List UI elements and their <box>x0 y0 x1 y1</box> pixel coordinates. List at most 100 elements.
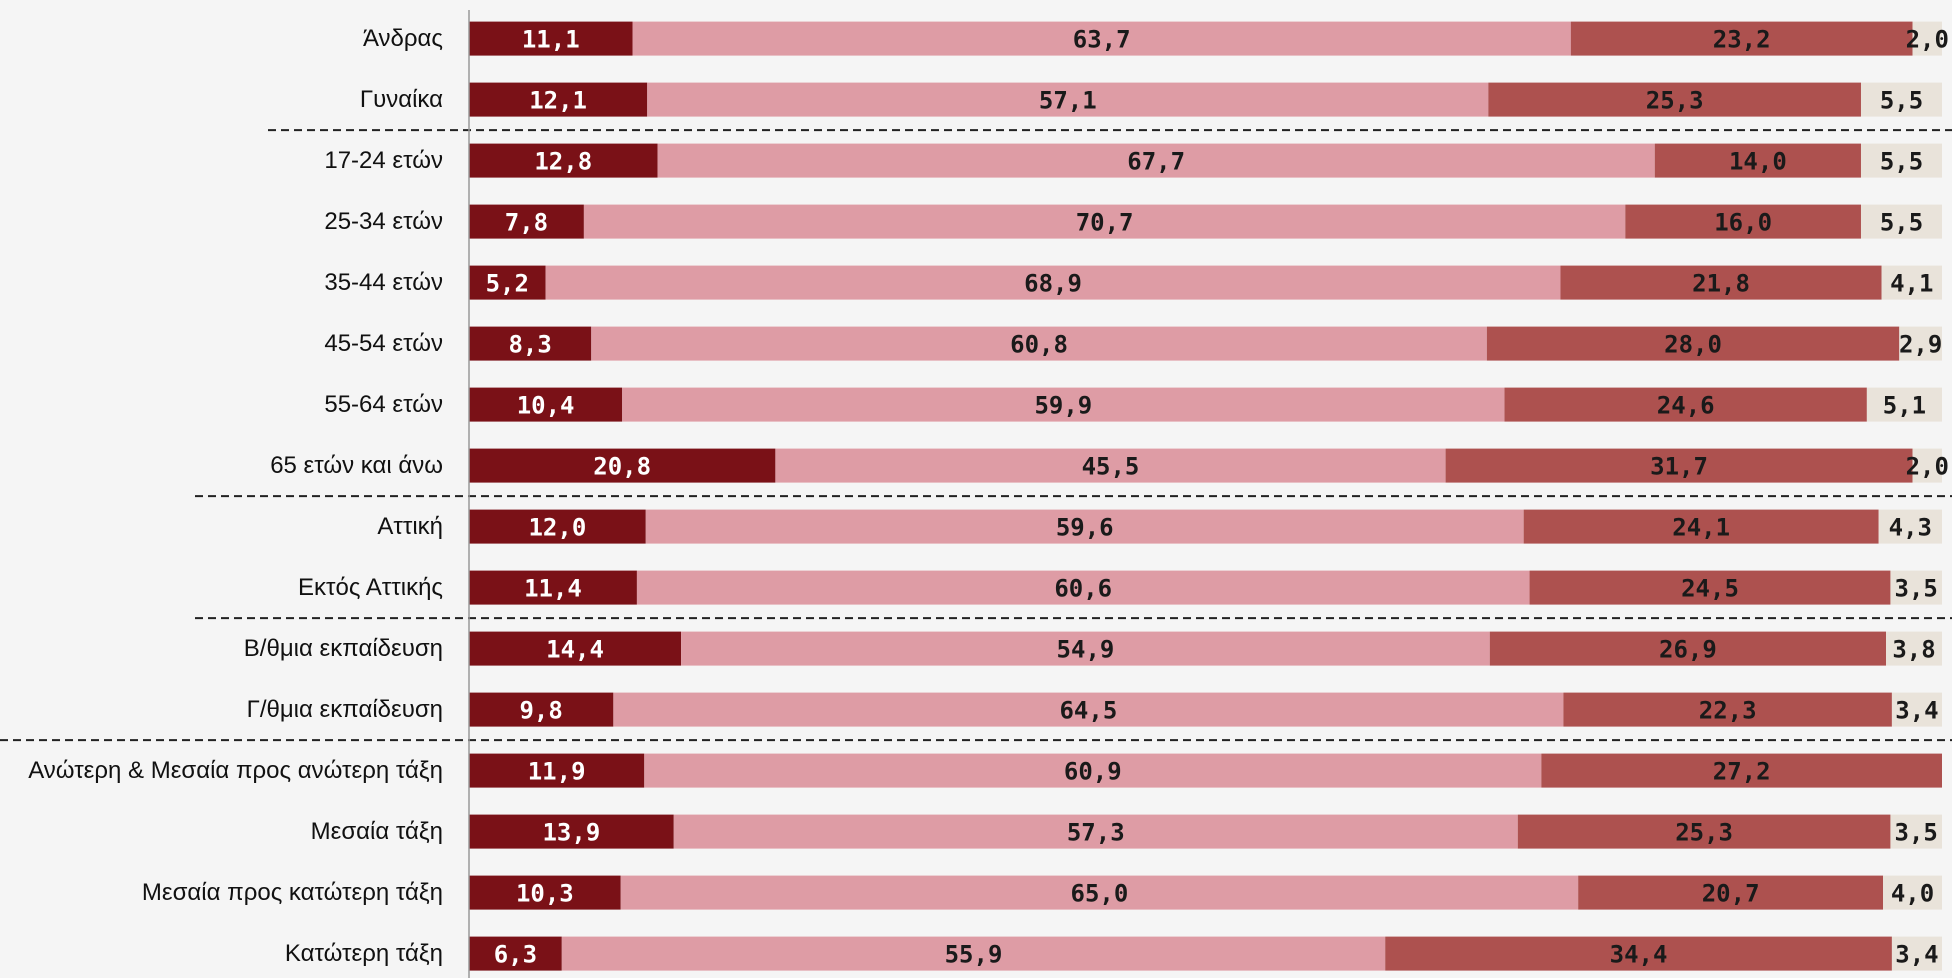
value-label: 27,2 <box>1713 758 1771 786</box>
bar-segment <box>469 631 682 666</box>
value-label: 22,3 <box>1699 697 1757 725</box>
bar-segment <box>1860 204 1942 239</box>
bar-segment <box>469 570 637 605</box>
bar-segment <box>645 509 1524 544</box>
category-label: Κατώτερη τάξη <box>285 940 443 967</box>
value-label: 54,9 <box>1057 636 1115 664</box>
bar-segment <box>469 753 645 788</box>
bar-segment <box>1891 692 1942 727</box>
value-label: 60,6 <box>1054 575 1112 603</box>
value-label: 63,7 <box>1073 26 1131 54</box>
category-label: Β/θμια εκπαίδευση <box>244 635 443 662</box>
value-label: 45,5 <box>1082 453 1140 481</box>
value-label: 9,8 <box>519 697 562 725</box>
bar-segment <box>1899 326 1942 361</box>
value-label: 2,0 <box>1906 26 1949 54</box>
bar-segment <box>591 326 1487 361</box>
bar-segment <box>620 875 1579 910</box>
value-label: 3,8 <box>1892 636 1935 664</box>
value-label: 34,4 <box>1610 941 1668 969</box>
bar-segment <box>1489 631 1887 666</box>
bar-segment <box>1445 448 1913 483</box>
bar-segment <box>1883 875 1942 910</box>
bar-segment <box>469 936 562 971</box>
bar-segment <box>1504 387 1867 422</box>
bar-segment <box>561 936 1386 971</box>
value-label: 5,2 <box>486 270 529 298</box>
bar-segment <box>1570 21 1913 56</box>
bar-segment <box>469 265 546 300</box>
bar-segment <box>636 570 1530 605</box>
bar-segment <box>632 21 1571 56</box>
value-label: 25,3 <box>1675 819 1733 847</box>
bar-segment <box>1886 631 1942 666</box>
bar-segment <box>469 814 674 849</box>
value-label: 5,1 <box>1883 392 1926 420</box>
bar-segment <box>469 143 658 178</box>
category-label: Γ/θμια εκπαίδευση <box>247 696 443 723</box>
category-label: 35-44 ετών <box>324 269 443 296</box>
value-label: 2,9 <box>1899 331 1942 359</box>
category-label: 45-54 ετών <box>324 330 443 357</box>
value-label: 14,0 <box>1729 148 1787 176</box>
value-label: 24,6 <box>1657 392 1715 420</box>
bar-segment <box>545 265 1561 300</box>
category-label: Αττική <box>377 513 443 540</box>
value-label: 2,0 <box>1906 453 1949 481</box>
bar-segment <box>647 82 1489 117</box>
value-label: 5,5 <box>1880 87 1923 115</box>
value-label: 11,4 <box>524 575 582 603</box>
value-label: 11,9 <box>528 758 586 786</box>
category-label: 65 ετών και άνω <box>270 452 443 479</box>
value-label: 10,3 <box>516 880 574 908</box>
value-label: 4,3 <box>1889 514 1932 542</box>
value-label: 4,1 <box>1890 270 1933 298</box>
category-label: Γυναίκα <box>360 86 443 113</box>
bar-segment <box>1878 509 1942 544</box>
value-label: 31,7 <box>1650 453 1708 481</box>
value-label: 13,9 <box>542 819 600 847</box>
bar-segment <box>613 692 1564 727</box>
category-label: 55-64 ετών <box>324 391 443 418</box>
bar-segment <box>1912 21 1942 56</box>
value-label: 64,5 <box>1059 697 1117 725</box>
bar-segment <box>1860 82 1942 117</box>
value-label: 5,5 <box>1880 209 1923 237</box>
value-label: 68,9 <box>1024 270 1082 298</box>
value-label: 12,8 <box>534 148 592 176</box>
category-label: Άνδρας <box>363 25 443 52</box>
value-label: 60,8 <box>1010 331 1068 359</box>
bar-segment <box>657 143 1655 178</box>
value-label: 3,4 <box>1895 941 1938 969</box>
value-label: 14,4 <box>546 636 604 664</box>
value-label: 7,8 <box>505 209 548 237</box>
value-label: 12,0 <box>528 514 586 542</box>
value-label: 67,7 <box>1127 148 1185 176</box>
value-label: 28,0 <box>1664 331 1722 359</box>
bar-segment <box>1517 814 1891 849</box>
bar-segment <box>469 21 633 56</box>
bar-segment <box>1563 692 1892 727</box>
value-label: 3,5 <box>1895 575 1938 603</box>
bar-segment <box>469 509 646 544</box>
category-label: 17-24 ετών <box>324 147 443 174</box>
bar-segment <box>1523 509 1879 544</box>
bar-segment <box>469 448 776 483</box>
bar-segment <box>1578 875 1884 910</box>
bar-segment <box>469 387 623 422</box>
value-label: 3,5 <box>1895 819 1938 847</box>
value-label: 57,1 <box>1039 87 1097 115</box>
value-label: 3,4 <box>1895 697 1938 725</box>
value-label: 5,5 <box>1880 148 1923 176</box>
bar-segment <box>1488 82 1861 117</box>
bar-segment <box>1881 265 1942 300</box>
bar-segment <box>1866 387 1942 422</box>
bar-segment <box>1560 265 1882 300</box>
value-label: 59,9 <box>1034 392 1092 420</box>
value-label: 60,9 <box>1064 758 1122 786</box>
bar-segment <box>1541 753 1942 788</box>
value-label: 21,8 <box>1692 270 1750 298</box>
category-label: Μεσαία τάξη <box>311 818 443 845</box>
